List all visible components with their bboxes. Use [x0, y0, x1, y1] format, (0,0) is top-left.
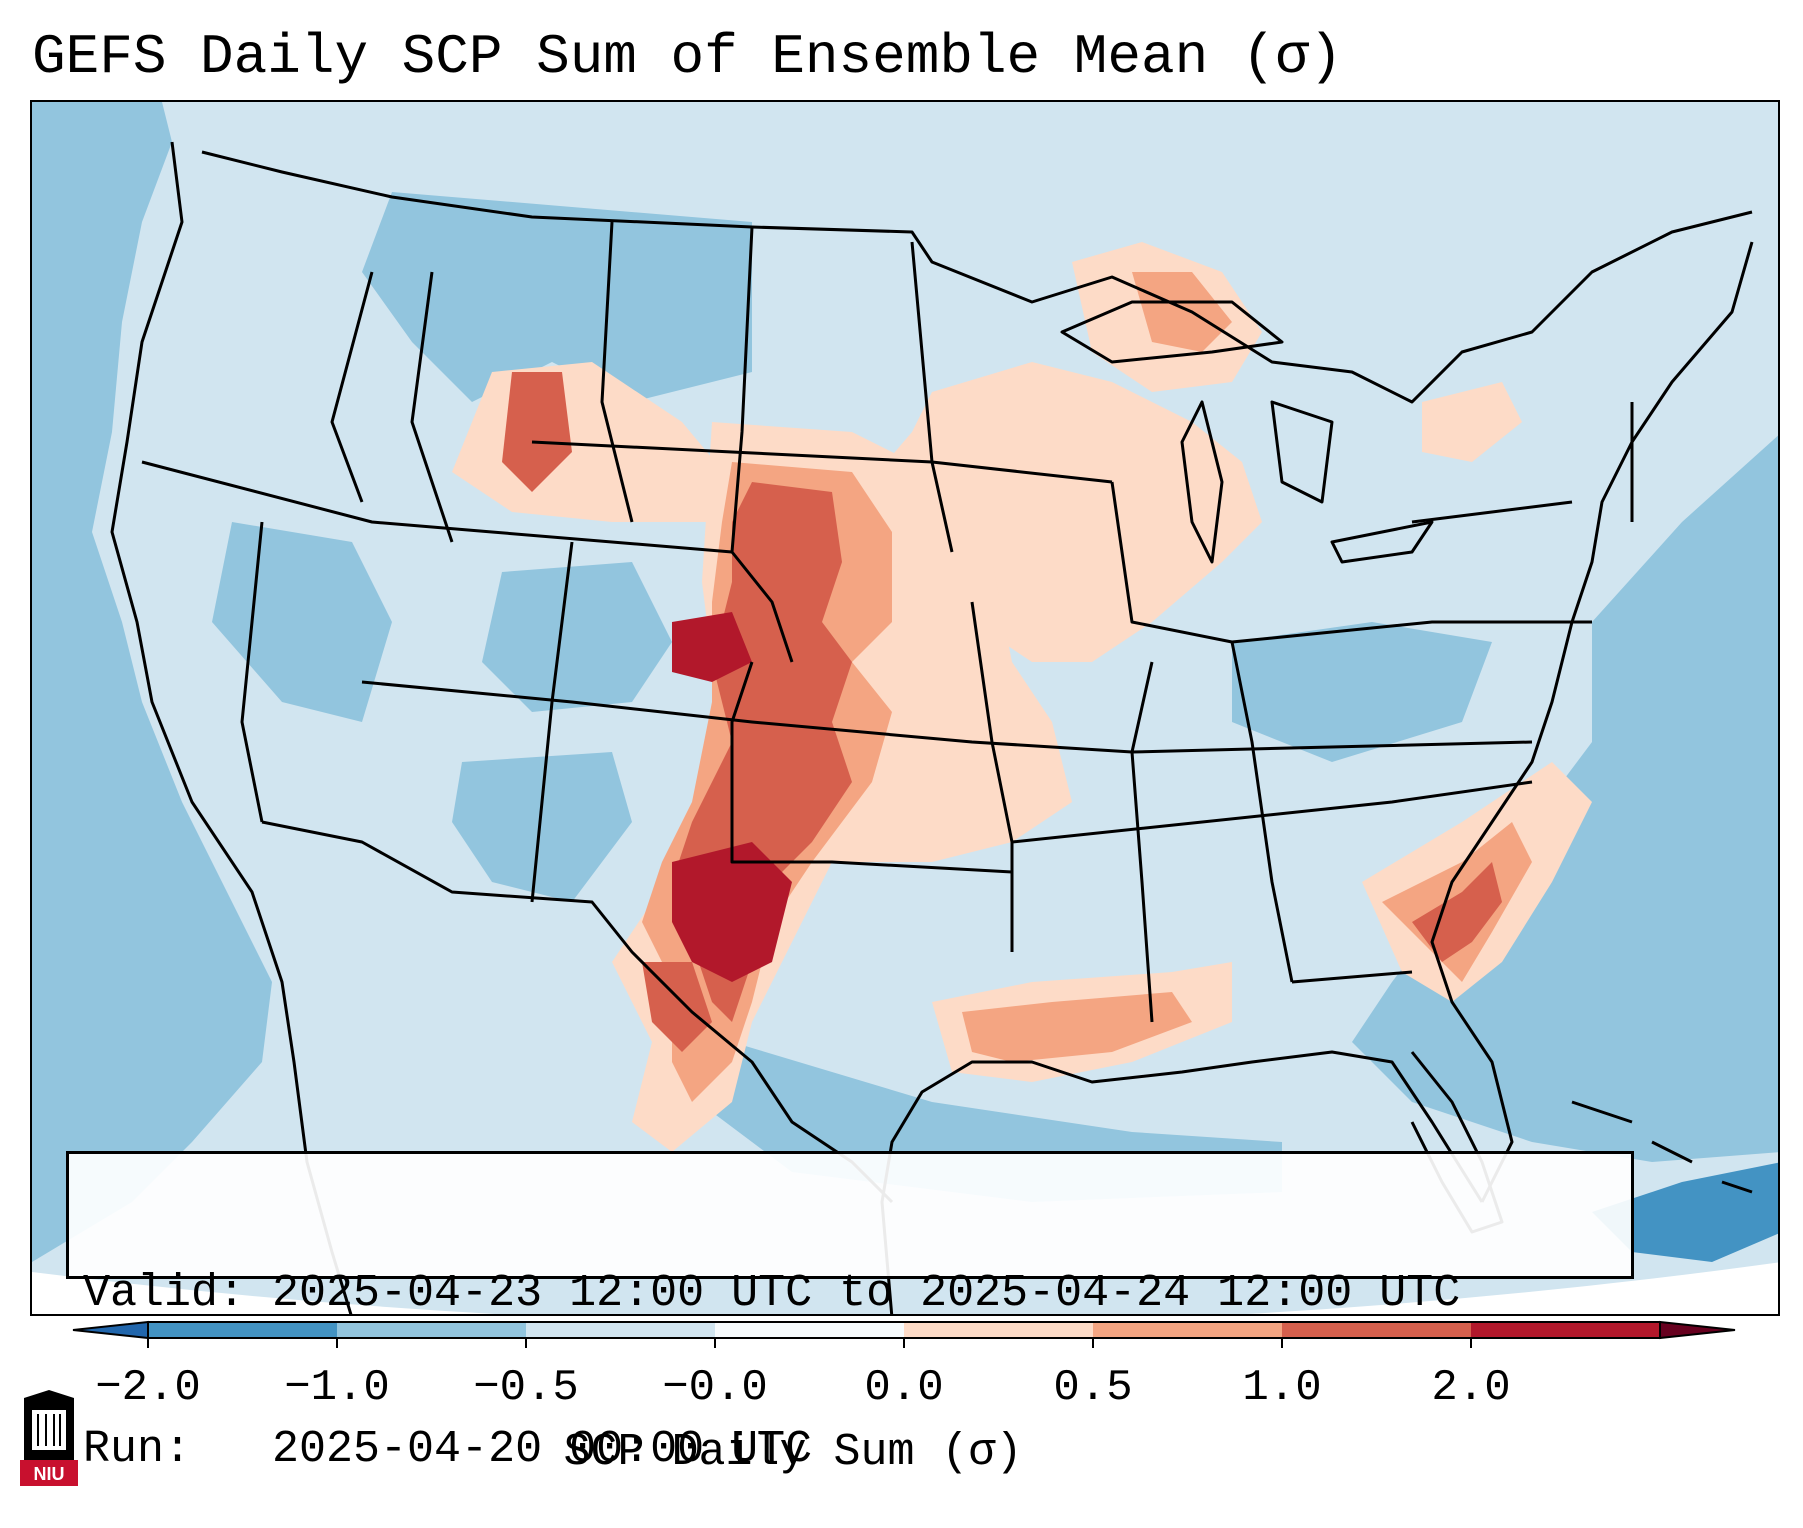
appalachian-field [1232, 622, 1492, 762]
colorado-field [482, 562, 672, 712]
new-mexico-field [452, 752, 632, 902]
state-line-9 [530, 541, 574, 903]
lake-superior [1060, 300, 1284, 364]
logo-text: NIU [34, 1464, 65, 1484]
scp-map[interactable] [32, 102, 1780, 1316]
colorbar-extend-low [72, 1320, 149, 1340]
canada-border [201, 150, 1753, 404]
colorbar-tick-label: 0.5 [1053, 1363, 1133, 1413]
pacific-field [32, 102, 272, 1262]
state-line-4 [531, 440, 1113, 484]
map-title: GEFS Daily SCP Sum of Ensemble Mean (σ) [32, 25, 1343, 89]
colorbar-label: SCP Daily Sum (σ) [563, 1427, 1023, 1478]
colorbar-segment [1471, 1322, 1661, 1338]
colorbar-tick-label: −0.5 [473, 1363, 579, 1413]
colorbar-segment [1282, 1322, 1472, 1338]
logo-badge [20, 1460, 78, 1486]
west-coastline [110, 141, 353, 1314]
colorbar-segment [337, 1322, 527, 1338]
colorbar-tick-label: −0.0 [662, 1363, 768, 1413]
state-line-8 [361, 680, 1133, 754]
map-panel[interactable] [30, 100, 1780, 1316]
northeast-coastline [1430, 241, 1754, 1203]
niu-logo: NIU [20, 1390, 78, 1486]
colorbar-extend-high [1659, 1320, 1736, 1340]
colorbar-tick-label: −1.0 [284, 1363, 390, 1413]
bahamas-outline [1571, 1100, 1753, 1194]
state-line-3 [410, 271, 454, 543]
logo-bars-icon [37, 1414, 61, 1446]
colorbar-tick-label: 0.0 [864, 1363, 944, 1413]
colorbar-tick-label: 1.0 [1242, 1363, 1322, 1413]
state-line-14 [1011, 780, 1533, 844]
state-line-2 [330, 271, 374, 503]
colorbar-tick-label: −2.0 [95, 1363, 201, 1413]
gulf-coast-core [962, 992, 1192, 1062]
colorbar-segments [72, 1320, 1736, 1340]
northern-rockies-field [362, 192, 752, 402]
state-line-7 [910, 241, 954, 553]
texas-big-bend-anomaly [642, 962, 712, 1052]
lake-huron [1270, 400, 1334, 504]
colorbar-segment [1093, 1322, 1283, 1338]
state-line-18 [1411, 500, 1573, 524]
gulf-coastline [880, 1050, 1484, 1314]
lake-erie [1330, 520, 1434, 564]
state-line-15 [1131, 740, 1533, 754]
state-line-16 [1291, 970, 1413, 984]
caribbean-field [1592, 1162, 1778, 1262]
kansas-max [672, 612, 752, 682]
colorbar-segment [715, 1322, 905, 1338]
colorbar-segment [148, 1322, 338, 1338]
state-line-11 [970, 601, 1014, 952]
state-line-17 [1110, 481, 1592, 644]
mexico-border [261, 820, 894, 1204]
colorbar-segment [904, 1322, 1094, 1338]
state-line-10 [730, 661, 1013, 874]
colorbar-ticks [147, 1338, 1472, 1348]
valid-time-line: Valid: 2025-04-23 12:00 UTC to 2025-04-2… [83, 1268, 1461, 1319]
colorbar [72, 1320, 1736, 1348]
valid-time-box: Valid: 2025-04-23 12:00 UTC to 2025-04-2… [66, 1151, 1634, 1475]
projection-edge-bottom [32, 1262, 1778, 1314]
state-line-1 [141, 460, 733, 554]
lake-michigan [1180, 400, 1224, 564]
state-line-5 [600, 221, 634, 523]
state-line-13 [1230, 641, 1294, 983]
wyoming-core [502, 372, 572, 492]
northeast-anomaly [1422, 382, 1522, 462]
state-line-19 [240, 521, 264, 823]
colorbar-segment [526, 1322, 716, 1338]
colorbar-tick-label: 2.0 [1431, 1363, 1511, 1413]
colorbar-outline [147, 1321, 1661, 1339]
run-time-line: Run: 2025-04-20 00:00 UTC [83, 1424, 813, 1475]
texas-max [672, 842, 792, 982]
lake-superior-anomaly [1132, 272, 1232, 352]
state-line-12 [1130, 661, 1154, 1023]
state-line-6 [730, 226, 794, 663]
